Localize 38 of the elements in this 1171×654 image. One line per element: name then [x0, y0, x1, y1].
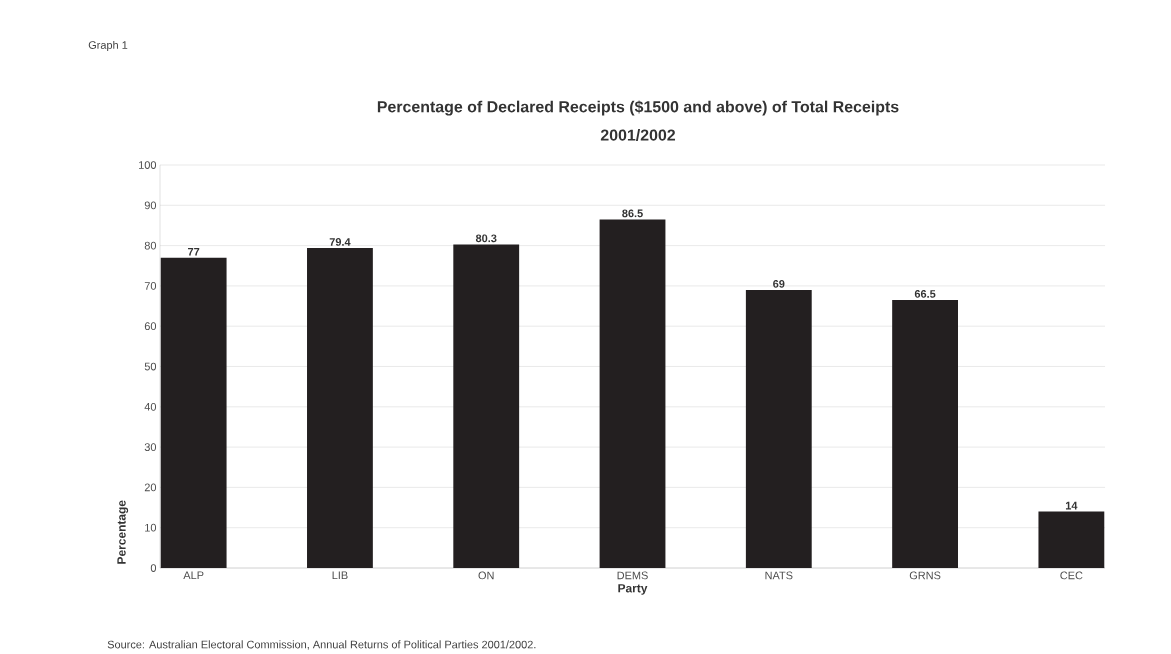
- x-tick-label: NATS: [765, 571, 793, 580]
- bar: [599, 219, 666, 568]
- y-tick-label: 50: [144, 362, 157, 371]
- bar: [307, 248, 373, 568]
- x-tick-label: ALP: [183, 571, 204, 580]
- bar: [160, 257, 227, 568]
- data-label: 79.4: [329, 238, 351, 246]
- x-tick-label: ON: [478, 571, 494, 580]
- y-tick-label: 10: [145, 523, 157, 532]
- x-tick-label: DEMS: [617, 571, 648, 580]
- chart-title: Percentage of Declared Receipts ($1500 and above) of Total Receipts: [377, 100, 899, 116]
- y-tick-label: 90: [144, 201, 157, 210]
- chart-subtitle: 2001/2002: [600, 129, 676, 141]
- data-label: 69: [773, 279, 785, 288]
- y-tick-label: 80: [144, 241, 157, 250]
- source-note: Source: Australian Electoral Commission, Annual Returns of Political Parties 2001/2002.: [107, 640, 536, 650]
- data-label: 66.5: [914, 290, 936, 298]
- y-axis-title: Percentage: [117, 500, 129, 564]
- caption: Graph 1: [88, 40, 128, 52]
- y-tick-label: 0: [150, 564, 157, 572]
- data-label: 14: [1065, 501, 1078, 510]
- bar: [745, 289, 812, 568]
- x-tick-label: LIB: [332, 571, 348, 580]
- bar: [892, 300, 958, 568]
- y-tick-label: 40: [144, 402, 157, 411]
- y-tick-label: 30: [144, 443, 157, 451]
- y-tick-label: 70: [144, 282, 157, 290]
- y-tick-label: 100: [139, 161, 157, 169]
- x-tick-label: GRNS: [909, 571, 941, 580]
- data-label: 77: [188, 247, 200, 256]
- data-label: 86.5: [622, 209, 643, 218]
- bar: [453, 244, 520, 568]
- data-label: 80.3: [475, 234, 497, 243]
- y-tick-label: 60: [144, 322, 157, 331]
- bar: [1038, 511, 1105, 568]
- y-tick-label: 20: [144, 483, 157, 492]
- x-axis-title: Party: [618, 584, 648, 595]
- x-tick-label: CEC: [1060, 571, 1083, 580]
